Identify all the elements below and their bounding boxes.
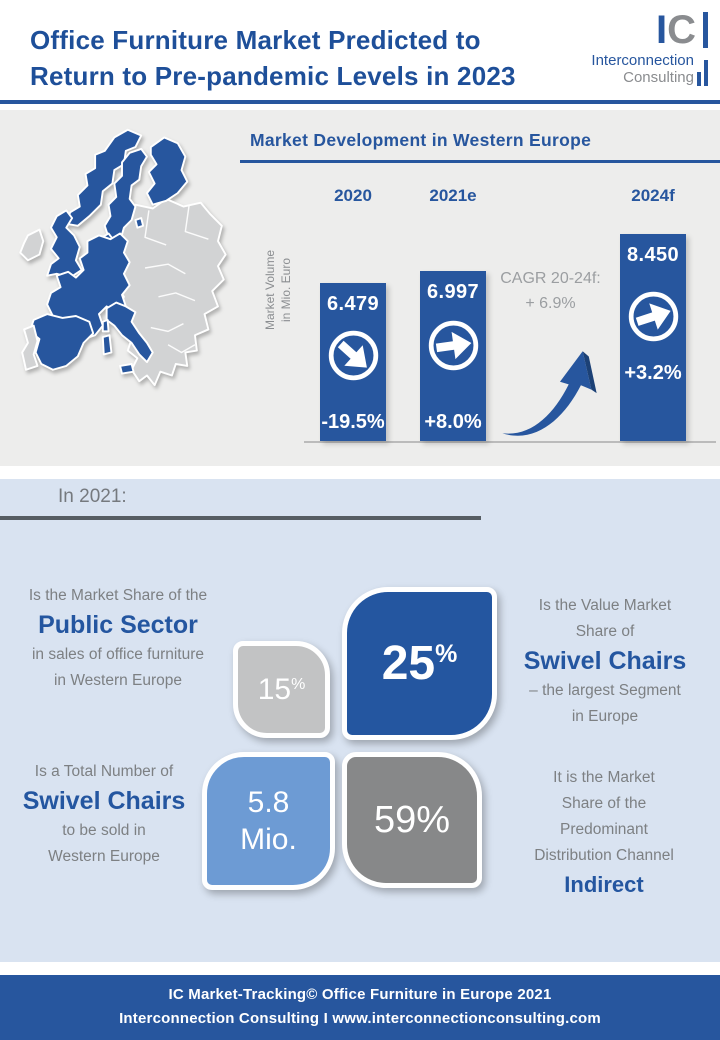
desc-line: Is a Total Number of bbox=[34, 763, 174, 780]
market-development-section: Market Development in Western Europe 202… bbox=[0, 110, 720, 466]
page-title-line2: Return to Pre-pandemic Levels in 2023 bbox=[30, 61, 516, 91]
bar-2024f-growth: +3.2% bbox=[624, 362, 682, 384]
stats-heading: In 2021: bbox=[58, 486, 127, 507]
map-norway bbox=[65, 128, 143, 227]
desc-line: Distribution Channel bbox=[534, 847, 674, 864]
trend-down-right-icon bbox=[328, 330, 378, 381]
logo-double-bar-icon bbox=[697, 54, 708, 86]
public-sector-share-tile: 15% bbox=[233, 641, 330, 738]
map-ireland bbox=[19, 228, 45, 262]
logo-name-line1: Interconnection bbox=[591, 52, 694, 69]
x-axis-line bbox=[304, 441, 716, 443]
desc-line: in sales of office furniture bbox=[31, 646, 205, 663]
desc-line: in Western Europe bbox=[53, 672, 183, 689]
market-chart-title: Market Development in Western Europe bbox=[250, 130, 592, 150]
map-eastern-europe bbox=[113, 197, 227, 387]
bar-2021e-value: 6.997 bbox=[426, 281, 480, 303]
public-sector-highlight: Public Sector bbox=[38, 611, 198, 639]
tile-59-suffix: % bbox=[416, 799, 451, 841]
desc-line: Share of bbox=[575, 623, 635, 640]
header: Office Furniture Market Predicted to Ret… bbox=[0, 0, 720, 104]
desc-line: Share of the bbox=[561, 795, 647, 812]
chart-category-2020: 2020 bbox=[334, 186, 372, 205]
map-central-west bbox=[46, 232, 131, 340]
chart-category-2021e: 2021e bbox=[429, 186, 477, 205]
growth-swoosh-icon bbox=[502, 351, 597, 436]
bar-2020: 6.479 -19.5% bbox=[320, 283, 386, 441]
page-title-line1: Office Furniture Market Predicted to bbox=[30, 25, 481, 55]
bar-2024f-value: 8.450 bbox=[626, 244, 680, 266]
desc-line: It is the Market bbox=[553, 769, 655, 786]
logo-bar-icon bbox=[703, 12, 708, 48]
tile-15-suffix: % bbox=[291, 675, 306, 693]
trend-up-right-icon bbox=[628, 291, 678, 342]
y-axis-label-line1: Market Volume bbox=[263, 249, 277, 331]
desc-line: to be sold in bbox=[62, 822, 146, 839]
tile-58-value-line1: 5.8 bbox=[247, 786, 290, 819]
market-title-rule bbox=[240, 160, 720, 163]
europe-map bbox=[19, 128, 227, 387]
desc-line: Is the Value Market bbox=[538, 597, 672, 614]
distribution-channel-tile: 59% bbox=[342, 752, 482, 888]
page-title: Office Furniture Market Predicted to Ret… bbox=[30, 22, 516, 94]
desc-line: in Europe bbox=[571, 708, 639, 725]
footer-source-line: IC Market-Tracking© Office Furniture in … bbox=[168, 986, 552, 1003]
map-sardinia bbox=[101, 334, 113, 356]
logo-name-line2: Consulting bbox=[623, 69, 694, 86]
distribution-channel-description: It is the Market Share of the Predominan… bbox=[494, 765, 714, 901]
swivel-chairs-share-description: Is the Value Market Share of Swivel Chai… bbox=[494, 593, 716, 730]
tile-25-suffix: % bbox=[435, 639, 458, 668]
desc-line: Predominant bbox=[560, 821, 648, 838]
bar-2024f: 8.450 +3.2% bbox=[620, 234, 686, 441]
logo-letter-c: C bbox=[667, 8, 696, 52]
stats-heading-rule bbox=[0, 516, 481, 520]
swivel-chairs-share-tile: 25% bbox=[342, 587, 497, 740]
cagr-line2: + 6.9% bbox=[525, 295, 576, 312]
trend-right-icon bbox=[428, 320, 478, 371]
indirect-highlight: Indirect bbox=[564, 872, 644, 897]
logo-letter-i: I bbox=[655, 8, 668, 52]
bar-2021e-growth: +8.0% bbox=[424, 411, 482, 433]
swivel-chairs-total-tile: 5.8 Mio. bbox=[202, 752, 335, 890]
map-spain bbox=[28, 313, 95, 371]
map-italy bbox=[105, 301, 154, 364]
bar-2020-growth: -19.5% bbox=[321, 411, 385, 433]
map-finland bbox=[146, 136, 189, 206]
tile-59-value: 59 bbox=[373, 799, 417, 841]
cagr-annotation: CAGR 20-24f: + 6.9% bbox=[493, 266, 608, 316]
chart-category-2024f: 2024f bbox=[631, 186, 675, 205]
tile-58-value-line2: Mio. bbox=[240, 823, 297, 856]
desc-line: – the largest Segment bbox=[529, 682, 681, 699]
logo-wordmark: Interconnection Consulting bbox=[568, 52, 708, 86]
footer: IC Market-Tracking© Office Furniture in … bbox=[0, 975, 720, 1040]
map-sicily bbox=[119, 363, 135, 375]
map-island bbox=[134, 217, 145, 229]
desc-line: Western Europe bbox=[48, 848, 160, 865]
footer-company-line: Interconnection Consulting I www.interco… bbox=[119, 1010, 601, 1027]
stats-2021-section: In 2021: Is the Market Share of the Publ… bbox=[0, 479, 720, 962]
tile-15-value: 15 bbox=[257, 672, 292, 706]
bar-2021e: 6.997 +8.0% bbox=[420, 271, 486, 441]
desc-line: Is the Market Share of the bbox=[28, 587, 208, 604]
cagr-line1: CAGR 20-24f: bbox=[500, 270, 601, 287]
swivel-chairs-total-highlight: Swivel Chairs bbox=[22, 787, 186, 815]
y-axis-label-line2: in Mio. Euro bbox=[279, 257, 293, 323]
y-axis-label: Market Volume in Mio. Euro bbox=[262, 230, 298, 350]
swivel-chairs-total-description: Is a Total Number of Swivel Chairs to be… bbox=[0, 759, 208, 870]
tile-25-value: 25 bbox=[381, 636, 436, 690]
bar-2020-value: 6.479 bbox=[326, 293, 380, 315]
swivel-chairs-highlight: Swivel Chairs bbox=[523, 647, 687, 675]
map-portugal bbox=[21, 324, 39, 371]
map-corsica bbox=[101, 318, 110, 333]
public-sector-description: Is the Market Share of the Public Sector… bbox=[4, 583, 232, 694]
